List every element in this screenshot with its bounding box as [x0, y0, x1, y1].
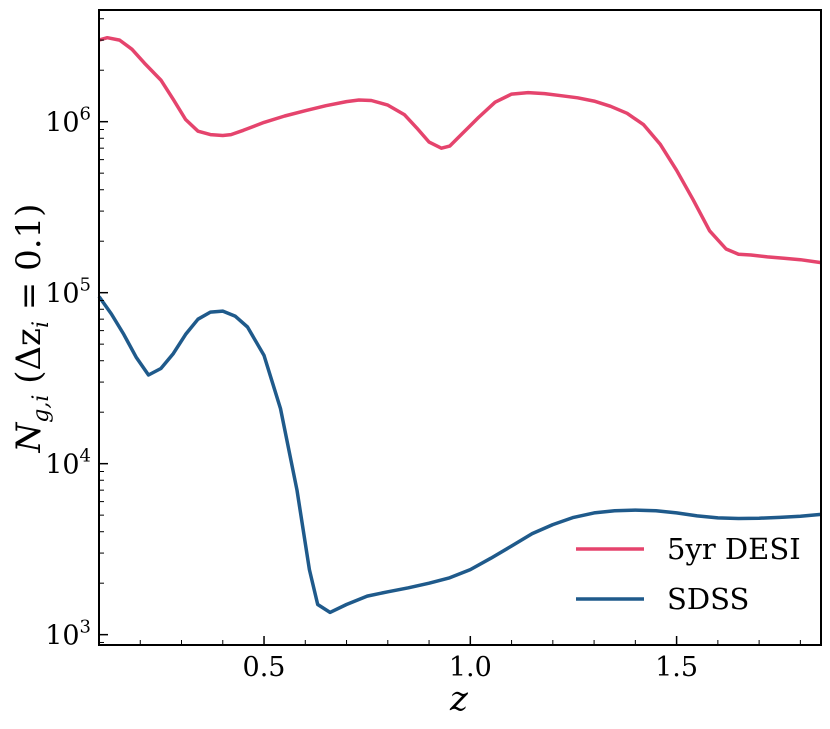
series-line-desi: [98, 35, 822, 265]
legend-label-sdss: SDSS: [667, 582, 749, 616]
tick-layer: 0.5 1.0 1.5 103 104 105 106: [45, 18, 801, 683]
y-tick-label: 104: [45, 446, 91, 481]
y-tick-label: 106: [45, 104, 91, 139]
x-axis-label: z: [449, 679, 469, 719]
plot-frame: [98, 9, 822, 646]
legend-label-desi: 5yr DESI: [667, 532, 801, 566]
y-axis-label: Ng,i (Δzi = 0.1): [9, 204, 54, 454]
legend: 5yr DESI SDSS: [576, 532, 801, 616]
x-tick-label: 1.0: [449, 652, 492, 683]
series-layer: [97, 35, 822, 615]
series-line-sdss: [97, 295, 822, 615]
y-tick-label: 105: [45, 275, 91, 310]
y-tick-label: 103: [45, 617, 91, 652]
x-tick-label: 1.5: [655, 652, 698, 683]
x-tick-label: 0.5: [243, 652, 286, 683]
